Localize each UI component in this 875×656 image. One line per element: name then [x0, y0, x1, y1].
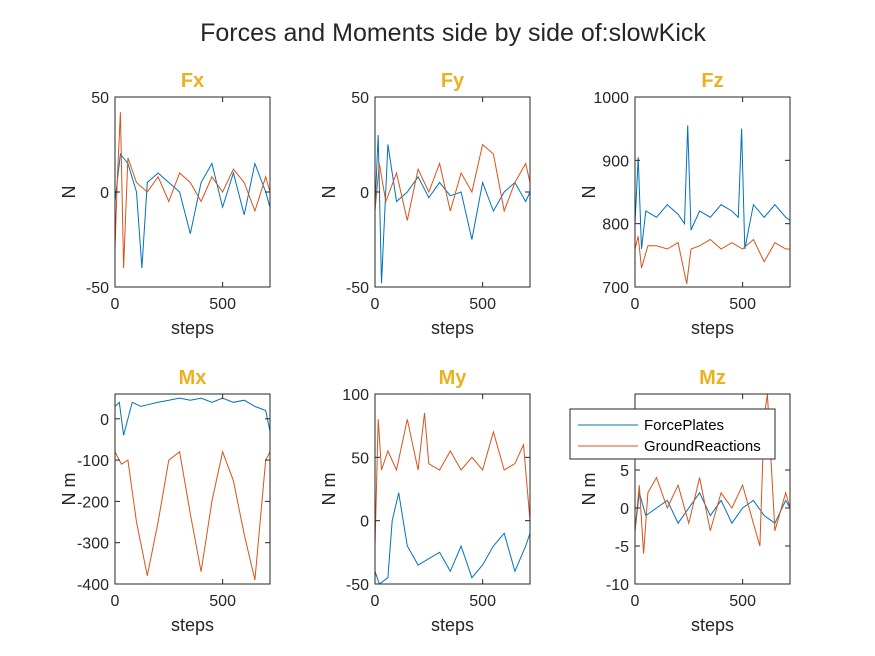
plot-area — [115, 394, 270, 584]
y-tick-label: -400 — [77, 577, 109, 594]
y-tick-label: -300 — [77, 536, 109, 553]
y-tick-label: 0 — [100, 412, 109, 429]
y-axis-label: N — [319, 186, 339, 199]
subplot-mz: 0 500 -10 -5 0 5 Mz steps N m — [579, 367, 791, 635]
subplot-title: My — [439, 367, 468, 389]
x-axis-label: steps — [171, 318, 214, 338]
x-tick-label: 0 — [111, 593, 120, 610]
axes-box — [114, 393, 271, 585]
x-axis-label: steps — [691, 318, 734, 338]
series-line-groundreactions — [375, 143, 530, 221]
legend-label-groundreactions: GroundReactions — [644, 438, 761, 455]
legend: ForcePlates GroundReactions — [569, 408, 776, 460]
y-tick-label: 0 — [100, 185, 109, 202]
subplot-title: Fz — [701, 70, 723, 92]
y-tick-label: 50 — [91, 90, 109, 107]
series-line-groundreactions — [635, 236, 790, 284]
y-axis-label: N m — [59, 473, 79, 506]
y-tick-label: -10 — [606, 577, 629, 594]
series-line-forceplates — [635, 491, 790, 531]
y-tick-label: 50 — [351, 450, 369, 467]
x-tick-label: 500 — [729, 593, 756, 610]
y-tick-label: 0 — [620, 501, 629, 518]
y-tick-label: 900 — [602, 153, 629, 170]
x-tick-label: 0 — [371, 296, 380, 313]
x-axis-label: steps — [431, 318, 474, 338]
subplot-title: Fy — [441, 70, 465, 92]
y-axis-label: N m — [579, 473, 599, 506]
x-tick-label: 500 — [469, 296, 496, 313]
y-tick-label: 5 — [620, 463, 629, 480]
y-tick-label: 100 — [342, 387, 369, 404]
y-tick-label: 0 — [360, 185, 369, 202]
y-tick-label: 800 — [602, 217, 629, 234]
plot-area — [375, 394, 530, 584]
series-line-forceplates — [375, 492, 530, 584]
axes-box — [634, 96, 791, 288]
x-tick-label: 0 — [111, 296, 120, 313]
series-line-forceplates — [115, 152, 270, 269]
series-line-groundreactions — [115, 450, 270, 581]
x-tick-label: 0 — [631, 296, 640, 313]
y-axis-label: N m — [319, 473, 339, 506]
y-tick-label: -100 — [77, 453, 109, 470]
figure-title: Forces and Moments side by side of:slowK… — [200, 19, 706, 47]
legend-label-forceplates: ForcePlates — [644, 417, 724, 434]
y-tick-label: 1000 — [593, 90, 629, 107]
y-tick-label: -50 — [346, 577, 369, 594]
subplot-title: Mz — [699, 367, 726, 389]
legend-box — [569, 408, 776, 460]
subplot-mx: 0 500 -400 -300 -200 -100 0 Mx steps N m — [59, 367, 271, 635]
plot-area — [375, 97, 530, 287]
y-axis-label: N — [579, 186, 599, 199]
x-tick-label: 500 — [209, 296, 236, 313]
x-tick-label: 500 — [469, 593, 496, 610]
x-tick-label: 500 — [729, 296, 756, 313]
axes-box — [634, 393, 791, 585]
subplot-fz: 0 500 700 800 900 1000 Fz steps N — [579, 70, 791, 338]
x-tick-label: 0 — [371, 593, 380, 610]
y-axis-label: N — [59, 186, 79, 199]
plot-area — [115, 97, 270, 287]
y-tick-label: -50 — [86, 280, 109, 297]
y-tick-label: 50 — [351, 90, 369, 107]
series-line-groundreactions — [635, 394, 790, 554]
series-line-forceplates — [115, 397, 270, 436]
axes-box — [374, 393, 531, 585]
y-tick-label: 700 — [602, 280, 629, 297]
series-line-groundreactions — [375, 412, 530, 547]
y-tick-label: -5 — [615, 539, 629, 556]
x-tick-label: 0 — [631, 593, 640, 610]
plot-area — [635, 97, 790, 287]
y-tick-label: 0 — [360, 514, 369, 531]
x-axis-label: steps — [691, 615, 734, 635]
y-tick-label: -200 — [77, 494, 109, 511]
series-line-groundreactions — [115, 112, 270, 269]
subplot-title: Fx — [181, 70, 204, 92]
x-axis-label: steps — [171, 615, 214, 635]
y-tick-label: -50 — [346, 280, 369, 297]
series-line-forceplates — [635, 125, 790, 250]
subplot-title: Mx — [179, 367, 207, 389]
x-axis-label: steps — [431, 615, 474, 635]
x-tick-label: 500 — [209, 593, 236, 610]
